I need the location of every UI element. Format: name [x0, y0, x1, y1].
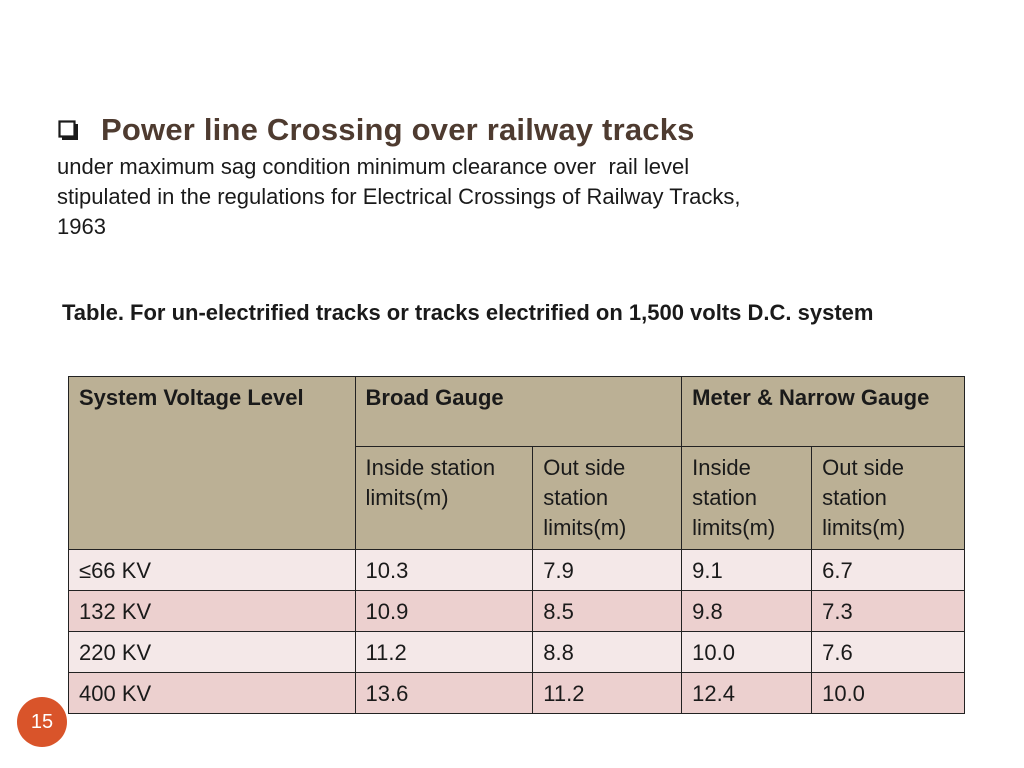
table-cell: 12.4 — [682, 673, 812, 714]
table-cell: 6.7 — [812, 550, 965, 591]
clearance-table: System Voltage Level Broad Gauge Meter &… — [68, 376, 965, 714]
table-cell: 7.9 — [533, 550, 682, 591]
slide-subtitle: under maximum sag condition minimum clea… — [57, 152, 877, 242]
voltage-cell: ≤66 KV — [69, 550, 356, 591]
subtitle-line: under maximum sag condition minimum clea… — [57, 152, 877, 182]
table-cell: 10.9 — [355, 591, 533, 632]
header-bg-outside: Out side station limits(m) — [533, 447, 682, 550]
voltage-cell: 400 KV — [69, 673, 356, 714]
table-row: 132 KV 10.9 8.5 9.8 7.3 — [69, 591, 965, 632]
header-broad-gauge: Broad Gauge — [355, 377, 682, 447]
table-cell: 11.2 — [533, 673, 682, 714]
table-cell: 7.6 — [812, 632, 965, 673]
table-row: 220 KV 11.2 8.8 10.0 7.6 — [69, 632, 965, 673]
checkbox-icon — [58, 120, 79, 141]
header-mng-outside: Out side station limits(m) — [812, 447, 965, 550]
header-bg-inside: Inside station limits(m) — [355, 447, 533, 550]
table-caption: Table. For un-electrified tracks or trac… — [62, 297, 962, 328]
table-cell: 8.8 — [533, 632, 682, 673]
header-meter-narrow-gauge: Meter & Narrow Gauge — [682, 377, 965, 447]
table-cell: 9.1 — [682, 550, 812, 591]
slide-heading: Power line Crossing over railway tracks — [58, 112, 695, 148]
table-row: 400 KV 13.6 11.2 12.4 10.0 — [69, 673, 965, 714]
header-mng-inside: Inside station limits(m) — [682, 447, 812, 550]
table-cell: 10.0 — [682, 632, 812, 673]
table-cell: 10.0 — [812, 673, 965, 714]
voltage-cell: 132 KV — [69, 591, 356, 632]
header-system-voltage: System Voltage Level — [69, 377, 356, 550]
voltage-cell: 220 KV — [69, 632, 356, 673]
slide-title: Power line Crossing over railway tracks — [101, 112, 695, 148]
table-cell: 7.3 — [812, 591, 965, 632]
table-cell: 9.8 — [682, 591, 812, 632]
subtitle-line: 1963 — [57, 212, 877, 242]
table-cell: 8.5 — [533, 591, 682, 632]
table-cell: 11.2 — [355, 632, 533, 673]
page-number-badge: 15 — [17, 697, 67, 747]
subtitle-line: stipulated in the regulations for Electr… — [57, 182, 877, 212]
table-cell: 10.3 — [355, 550, 533, 591]
table-cell: 13.6 — [355, 673, 533, 714]
table-row: ≤66 KV 10.3 7.9 9.1 6.7 — [69, 550, 965, 591]
